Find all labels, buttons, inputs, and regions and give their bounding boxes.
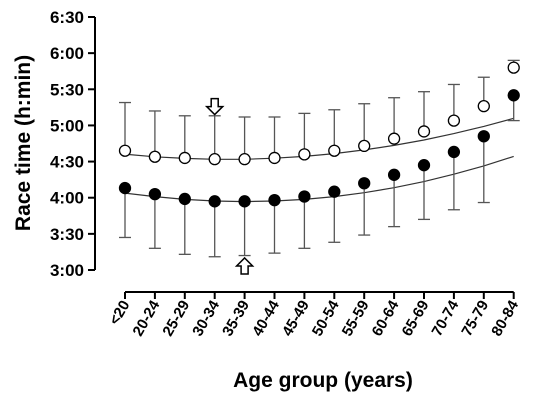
filled-circle-point	[298, 190, 311, 203]
y-tick-label: 6:30	[50, 8, 84, 27]
down-arrow-icon	[204, 97, 225, 116]
x-tick-label: 55-59	[339, 298, 373, 340]
error-bars	[119, 59, 520, 258]
open-circle-point	[477, 100, 490, 113]
data-points	[118, 61, 520, 208]
y-tick-label: 5:30	[50, 80, 84, 99]
open-circle-point	[298, 148, 311, 161]
y-tick-label: 3:30	[50, 225, 84, 244]
x-tick-label: 30-34	[189, 297, 223, 339]
filled-circle-point	[208, 195, 221, 208]
x-tick-label: 60-64	[369, 297, 403, 339]
filled-circle-point	[387, 168, 401, 181]
y-tick-label: 6:00	[50, 44, 84, 63]
x-tick-label: <20	[106, 298, 133, 329]
tick-labels: 3:00 3:30 4:00 4:30 5:00 5:30 6:00 6:30 <2020-24…	[50, 8, 523, 339]
x-tick-label: 35-39	[219, 298, 253, 340]
axes	[88, 16, 515, 299]
x-axis-title: Age group (years)	[233, 369, 413, 392]
open-circle-point	[328, 144, 341, 157]
y-tick-label: 4:00	[50, 189, 84, 208]
x-tick-label: 45-49	[279, 298, 313, 340]
y-tick-label: 3:00	[50, 261, 84, 280]
open-circle-point	[417, 125, 431, 138]
filled-circle-point	[447, 145, 461, 159]
open-circle-point	[268, 151, 281, 165]
filled-circle-point	[148, 187, 162, 201]
open-circle-point	[358, 139, 371, 153]
up-arrow-icon	[234, 256, 255, 275]
open-circle-point	[148, 150, 162, 163]
filled-circle-point	[328, 185, 341, 198]
x-tick-label: 65-69	[399, 298, 433, 340]
open-circle-point	[178, 151, 191, 165]
annotation-arrows	[204, 97, 255, 275]
x-tick-label: 40-44	[249, 297, 283, 339]
y-axis-title: Race time (h:min)	[12, 55, 35, 231]
filled-circle-point	[178, 192, 191, 206]
open-circle-point	[387, 132, 401, 145]
filled-circle-point	[358, 177, 371, 190]
filled-circle-point	[238, 195, 251, 208]
x-tick-label: 50-54	[309, 297, 343, 339]
x-tick-label: 75-79	[458, 298, 492, 340]
y-tick-label: 5:00	[50, 116, 84, 135]
x-tick-label: 25-29	[159, 298, 193, 340]
filled-circle-point	[118, 181, 132, 195]
open-circle-point	[238, 153, 251, 166]
filled-circle-point	[268, 193, 281, 207]
filled-circle-point	[477, 130, 490, 143]
open-circle-point	[208, 153, 221, 166]
filled-circle-point	[417, 159, 431, 172]
x-tick-label: 20-24	[129, 297, 163, 339]
filled-circle-point	[507, 89, 520, 102]
open-circle-point	[507, 61, 520, 74]
open-circle-point	[447, 114, 461, 127]
x-tick-label: 80-84	[488, 297, 522, 339]
y-tick-label: 4:30	[50, 153, 84, 172]
open-circle-point	[118, 144, 132, 157]
x-tick-label: 70-74	[428, 297, 462, 339]
